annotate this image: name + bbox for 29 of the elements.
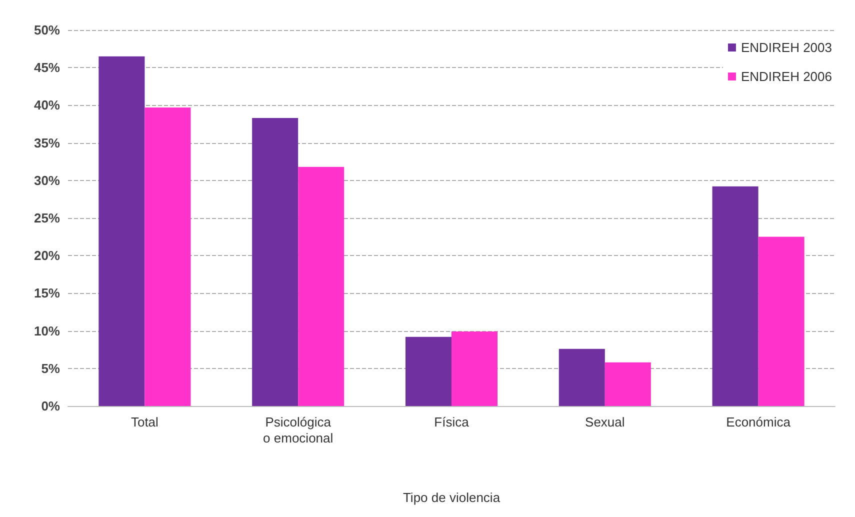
x-tick-label: Económica <box>726 414 792 430</box>
bar <box>98 56 145 406</box>
legend-label: ENDIREH 2003 <box>740 40 832 55</box>
bar <box>604 362 651 406</box>
bar <box>712 186 758 406</box>
bar <box>405 336 452 406</box>
y-tick-label: 20% <box>34 248 60 264</box>
bar <box>558 348 605 406</box>
y-tick-label: 5% <box>41 360 60 376</box>
y-tick-label: 40% <box>34 98 60 113</box>
y-tick-label: 15% <box>34 286 60 301</box>
x-tick-label: Física <box>434 414 470 430</box>
x-tick-label: Sexual <box>585 414 625 430</box>
x-axis-title: Tipo de violencia <box>402 490 501 505</box>
x-tick-label: Total <box>130 414 159 430</box>
bar <box>758 236 804 406</box>
y-tick-label: 10% <box>34 323 60 338</box>
bar <box>144 107 191 406</box>
x-tick-label: Psicológica o emocional <box>263 414 334 446</box>
y-tick-label: 35% <box>34 135 60 150</box>
y-tick-label: 45% <box>34 60 60 76</box>
y-tick-label: 30% <box>34 172 60 188</box>
bar <box>452 332 498 406</box>
y-tick-label: 0% <box>41 398 60 414</box>
bar <box>252 118 298 406</box>
y-tick-label: 50% <box>34 22 60 38</box>
bar <box>298 166 344 406</box>
y-tick-label: 25% <box>34 210 60 226</box>
legend-label: ENDIREH 2006 <box>740 69 832 84</box>
